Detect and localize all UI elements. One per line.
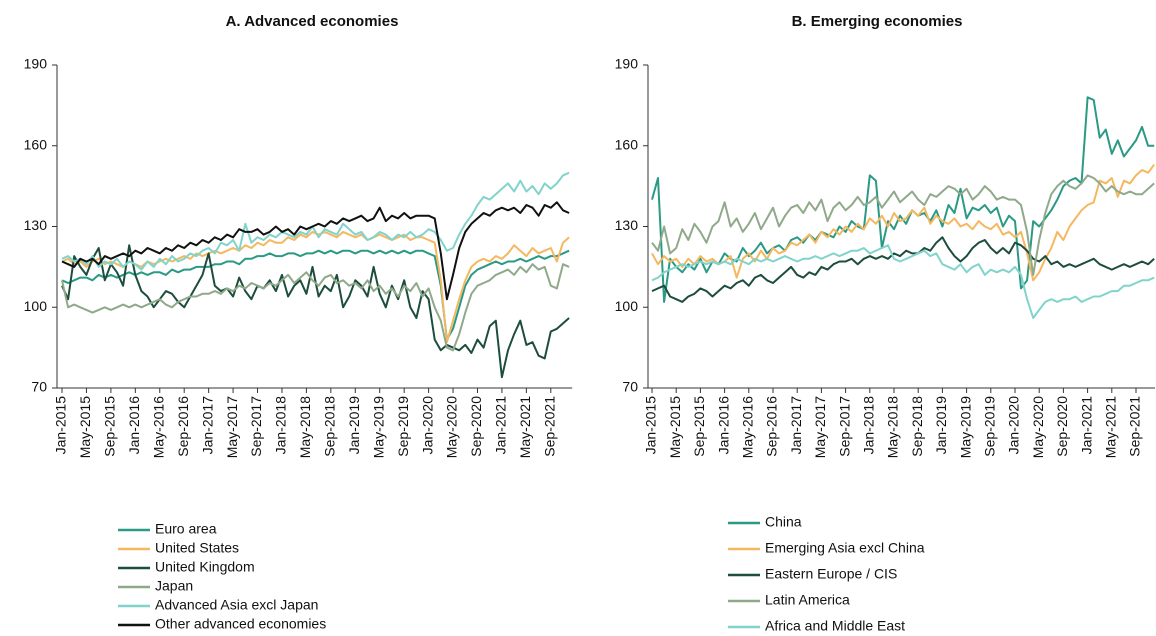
chart-title: B. Emerging economies xyxy=(792,13,963,30)
y-tick-label: 130 xyxy=(615,217,639,233)
y-tick-label: 190 xyxy=(615,56,639,72)
legend-label: United States xyxy=(155,540,239,556)
x-tick-label: Jan-2019 xyxy=(346,396,362,455)
series-line xyxy=(61,249,570,341)
legend-label: United Kingdom xyxy=(155,559,255,575)
x-tick-label: Sep-2016 xyxy=(175,396,191,457)
x-tick-label: Sep-2017 xyxy=(248,396,264,457)
x-tick-label: May-2018 xyxy=(297,396,313,458)
x-tick-label: May-2020 xyxy=(1030,396,1046,458)
x-tick-label: Jan-2016 xyxy=(715,396,731,455)
legend-label: Other advanced economies xyxy=(155,616,326,632)
series-line xyxy=(61,263,570,352)
x-tick-label: Jan-2017 xyxy=(788,396,804,455)
x-tick-label: Jan-2018 xyxy=(273,396,289,455)
legend-label: Latin America xyxy=(765,592,850,608)
x-tick-label: May-2015 xyxy=(667,396,683,458)
chart-title: A. Advanced economies xyxy=(226,13,399,30)
x-tick-label: May-2018 xyxy=(885,396,901,458)
x-tick-label: Jan-2015 xyxy=(643,396,659,455)
x-tick-label: Jan-2015 xyxy=(53,396,69,455)
legend-label: Eastern Europe / CIS xyxy=(765,566,897,582)
series-line xyxy=(651,163,1155,282)
legend-label: Japan xyxy=(155,578,193,594)
series-line xyxy=(61,171,570,271)
x-tick-label: May-2020 xyxy=(444,396,460,458)
series-line xyxy=(61,230,570,344)
series-line xyxy=(61,201,570,301)
x-tick-label: Sep-2020 xyxy=(468,396,484,457)
x-tick-label: Jan-2017 xyxy=(199,396,215,455)
x-tick-label: Sep-2021 xyxy=(542,396,558,457)
series-line xyxy=(651,236,1155,303)
x-tick-label: May-2017 xyxy=(812,396,828,458)
x-tick-label: Sep-2019 xyxy=(982,396,998,457)
legend-label: Africa and Middle East xyxy=(765,618,905,634)
x-tick-label: Jan-2020 xyxy=(419,396,435,455)
y-tick-label: 100 xyxy=(24,298,48,314)
legend-label: Euro area xyxy=(155,521,217,537)
x-tick-label: Jan-2021 xyxy=(1078,396,1094,455)
x-tick-label: Sep-2021 xyxy=(1127,396,1143,457)
x-tick-label: Sep-2019 xyxy=(395,396,411,457)
x-tick-label: May-2016 xyxy=(740,396,756,458)
x-tick-label: Sep-2016 xyxy=(764,396,780,457)
x-tick-label: Jan-2016 xyxy=(126,396,142,455)
x-tick-label: Jan-2019 xyxy=(933,396,949,455)
y-tick-label: 190 xyxy=(24,56,48,72)
x-tick-label: Sep-2020 xyxy=(1054,396,1070,457)
x-tick-label: May-2019 xyxy=(957,396,973,458)
x-tick-label: Jan-2020 xyxy=(1006,396,1022,455)
x-tick-label: May-2015 xyxy=(77,396,93,458)
x-tick-label: Sep-2018 xyxy=(909,396,925,457)
x-tick-label: Sep-2015 xyxy=(691,396,707,457)
series-line xyxy=(651,174,1155,276)
x-tick-label: Sep-2017 xyxy=(836,396,852,457)
x-tick-label: Jan-2021 xyxy=(493,396,509,455)
x-tick-label: Sep-2015 xyxy=(102,396,118,457)
y-tick-label: 130 xyxy=(24,217,48,233)
legend-label: China xyxy=(765,514,802,530)
x-tick-label: May-2021 xyxy=(1103,396,1119,458)
y-tick-label: 70 xyxy=(622,379,638,395)
y-tick-label: 160 xyxy=(615,136,639,152)
legend-label: Advanced Asia excl Japan xyxy=(155,597,318,613)
x-tick-label: Jan-2018 xyxy=(861,396,877,455)
x-tick-label: May-2016 xyxy=(150,396,166,458)
x-tick-label: May-2019 xyxy=(370,396,386,458)
series-line xyxy=(651,244,1155,319)
legend-label: Emerging Asia excl China xyxy=(765,540,925,556)
x-tick-label: Sep-2018 xyxy=(322,396,338,457)
x-tick-label: May-2021 xyxy=(517,396,533,458)
x-tick-label: May-2017 xyxy=(224,396,240,458)
y-tick-label: 160 xyxy=(24,136,48,152)
y-tick-label: 100 xyxy=(615,298,639,314)
y-tick-label: 70 xyxy=(31,379,47,395)
